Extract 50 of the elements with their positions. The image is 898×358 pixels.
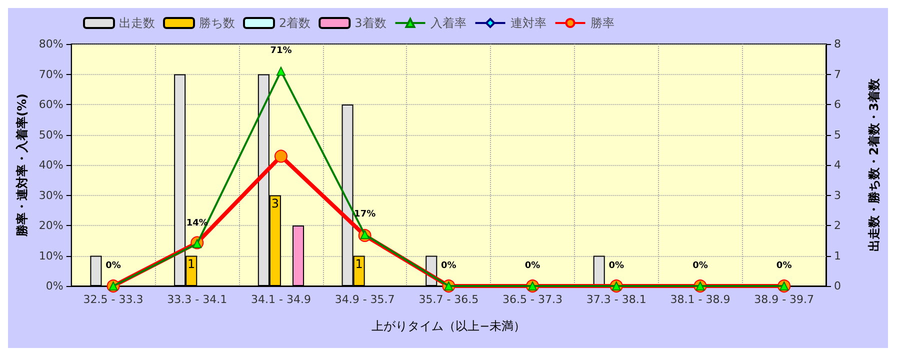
y2-tick-label: 2	[834, 219, 841, 232]
data-label: 0%	[524, 261, 540, 271]
data-label: 0%	[106, 261, 121, 271]
data-label: 1	[355, 256, 363, 271]
legend-label: 入着率	[430, 16, 466, 30]
legend-label: 2着数	[279, 16, 311, 30]
data-label: 0%	[441, 261, 456, 271]
data-label: 1	[188, 256, 196, 271]
y-tick-label: 30%	[38, 188, 64, 202]
y-tick-label: 60%	[38, 98, 64, 111]
x-axis-title: 上がりタイム（以上−未満）	[372, 319, 526, 333]
legend-label: 出走数	[119, 16, 155, 30]
x-tick-label: 37.3 - 38.1	[586, 293, 646, 306]
x-tick-label: 33.3 - 34.1	[167, 293, 228, 306]
y2-tick-label: 5	[834, 128, 841, 142]
y2-tick-label: 6	[834, 98, 841, 111]
x-tick-label: 36.5 - 37.3	[502, 293, 562, 306]
legend-label: 連対率	[510, 16, 546, 30]
point	[274, 150, 288, 163]
data-label: 17%	[354, 210, 376, 220]
y2-tick-label: 7	[834, 68, 841, 81]
data-label: 0%	[608, 261, 624, 271]
y-tick-label: 0%	[46, 280, 64, 292]
y2-tick-label: 4	[834, 158, 841, 172]
y2-tick-label: 0	[834, 280, 841, 292]
x-tick-label: 34.9 - 35.7	[334, 293, 395, 306]
y-axis-title: 勝率・連対率・入着率(%)	[15, 94, 29, 238]
y2-tick-label: 8	[834, 38, 841, 50]
point	[276, 66, 286, 76]
y-tick-label: 70%	[38, 68, 64, 81]
x-tick-label: 35.7 - 36.5	[418, 293, 479, 306]
legend-label: 3着数	[354, 16, 386, 30]
legend-label: 勝ち数	[199, 16, 235, 30]
legend-label: 勝率	[590, 16, 614, 30]
y2-tick-label: 3	[834, 188, 841, 202]
x-tick-label: 38.1 - 38.9	[670, 293, 730, 306]
x-tick-label: 32.5 - 33.3	[83, 293, 144, 306]
y-tick-label: 50%	[38, 128, 64, 142]
x-tick-label: 34.1 - 34.9	[251, 293, 311, 306]
y-tick-label: 10%	[38, 249, 64, 262]
data-label: 0%	[692, 261, 708, 271]
y-tick-label: 80%	[38, 38, 64, 50]
y-tick-label: 20%	[38, 219, 64, 232]
data-label: 71%	[270, 46, 292, 56]
x-tick-label: 38.9 - 39.7	[754, 293, 814, 306]
y2-axis-title: 出走数・勝ち数・2着数・3着数	[867, 78, 881, 252]
data-label: 3	[271, 196, 280, 210]
data-label: 0%	[776, 261, 792, 271]
y2-tick-label: 1	[834, 249, 841, 262]
y-tick-label: 40%	[38, 158, 64, 172]
